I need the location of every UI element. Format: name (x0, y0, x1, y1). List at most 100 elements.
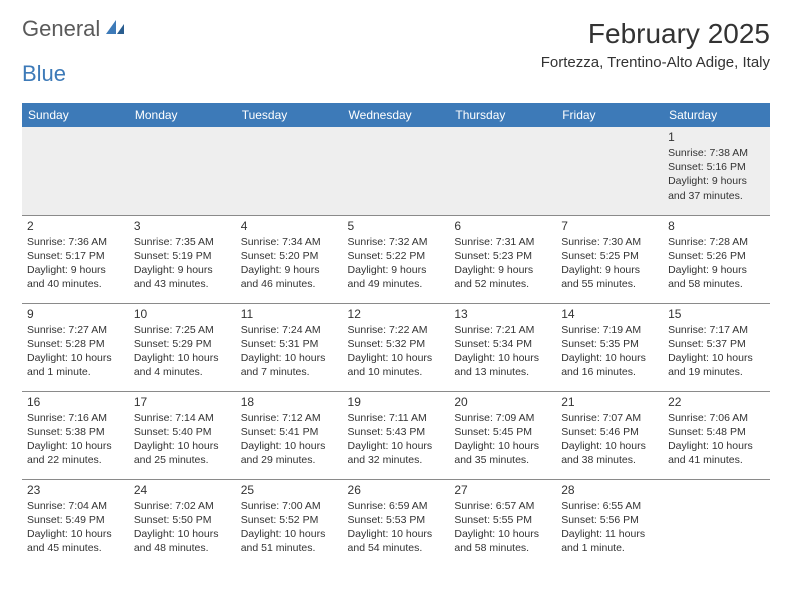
sunrise-line: Sunrise: 7:09 AM (454, 411, 551, 425)
daylight-line: Daylight: 10 hours and 51 minutes. (241, 527, 338, 555)
sunset-line: Sunset: 5:56 PM (561, 513, 658, 527)
day-info: Sunrise: 7:38 AMSunset: 5:16 PMDaylight:… (668, 146, 765, 203)
day-info: Sunrise: 7:14 AMSunset: 5:40 PMDaylight:… (134, 411, 231, 468)
sunset-line: Sunset: 5:35 PM (561, 337, 658, 351)
sunset-line: Sunset: 5:52 PM (241, 513, 338, 527)
sunset-line: Sunset: 5:41 PM (241, 425, 338, 439)
day-number: 7 (561, 219, 658, 233)
day-cell: 3Sunrise: 7:35 AMSunset: 5:19 PMDaylight… (129, 215, 236, 303)
sunset-line: Sunset: 5:22 PM (348, 249, 445, 263)
sunset-line: Sunset: 5:40 PM (134, 425, 231, 439)
daylight-line: Daylight: 10 hours and 58 minutes. (454, 527, 551, 555)
day-number: 16 (27, 395, 124, 409)
day-cell: 7 Sunrise: 7:30 AMSunset: 5:25 PMDaylight… (556, 215, 663, 303)
day-cell: 14 Sunrise: 7:19 AMSunset: 5:35 PMDayligh… (556, 303, 663, 391)
daylight-line: Daylight: 9 hours and 40 minutes. (27, 263, 124, 291)
sunset-line: Sunset: 5:32 PM (348, 337, 445, 351)
day-number: 10 (134, 307, 231, 321)
daylight-line: Daylight: 9 hours and 58 minutes. (668, 263, 765, 291)
day-number: 18 (241, 395, 338, 409)
sunrise-line: Sunrise: 7:21 AM (454, 323, 551, 337)
daylight-line: Daylight: 10 hours and 48 minutes. (134, 527, 231, 555)
day-number: 27 (454, 483, 551, 497)
day-number: 21 (561, 395, 658, 409)
day-number: 24 (134, 483, 231, 497)
day-number: 15 (668, 307, 765, 321)
sunset-line: Sunset: 5:50 PM (134, 513, 231, 527)
day-cell: 28 Sunrise: 6:55 AMSunset: 5:56 PMDayligh… (556, 479, 663, 567)
day-info: Sunrise: 7:30 AMSunset: 5:25 PMDaylight:… (561, 235, 658, 292)
day-cell (663, 479, 770, 567)
day-info: Sunrise: 7:04 AMSunset: 5:49 PMDaylight:… (27, 499, 124, 556)
sunrise-line: Sunrise: 6:55 AM (561, 499, 658, 513)
day-info: Sunrise: 7:12 AMSunset: 5:41 PMDaylight:… (241, 411, 338, 468)
day-number: 11 (241, 307, 338, 321)
daylight-line: Daylight: 10 hours and 32 minutes. (348, 439, 445, 467)
sunrise-line: Sunrise: 7:28 AM (668, 235, 765, 249)
day-info: Sunrise: 6:59 AMSunset: 5:53 PMDaylight:… (348, 499, 445, 556)
sunset-line: Sunset: 5:23 PM (454, 249, 551, 263)
daylight-line: Daylight: 11 hours and 1 minute. (561, 527, 658, 555)
sunrise-line: Sunrise: 7:30 AM (561, 235, 658, 249)
sunrise-line: Sunrise: 7:11 AM (348, 411, 445, 425)
day-cell: 2Sunrise: 7:36 AMSunset: 5:17 PMDaylight… (22, 215, 129, 303)
sunrise-line: Sunrise: 7:38 AM (668, 146, 765, 160)
day-info: Sunrise: 7:36 AMSunset: 5:17 PMDaylight:… (27, 235, 124, 292)
day-cell: 16 Sunrise: 7:16 AMSunset: 5:38 PMDayligh… (22, 391, 129, 479)
day-cell: 4Sunrise: 7:34 AMSunset: 5:20 PMDaylight… (236, 215, 343, 303)
day-info: Sunrise: 7:22 AMSunset: 5:32 PMDaylight:… (348, 323, 445, 380)
day-info: Sunrise: 7:34 AMSunset: 5:20 PMDaylight:… (241, 235, 338, 292)
day-number: 25 (241, 483, 338, 497)
sunset-line: Sunset: 5:43 PM (348, 425, 445, 439)
sunrise-line: Sunrise: 7:36 AM (27, 235, 124, 249)
daylight-line: Daylight: 9 hours and 37 minutes. (668, 174, 765, 202)
daylight-line: Daylight: 10 hours and 4 minutes. (134, 351, 231, 379)
day-cell: 18 Sunrise: 7:12 AMSunset: 5:41 PMDayligh… (236, 391, 343, 479)
brand-part1: General (22, 18, 100, 40)
day-number: 28 (561, 483, 658, 497)
month-title: February 2025 (541, 18, 770, 50)
day-info: Sunrise: 7:28 AMSunset: 5:26 PMDaylight:… (668, 235, 765, 292)
day-cell: 21Sunrise: 7:07 AMSunset: 5:46 PMDayligh… (556, 391, 663, 479)
day-number: 1 (668, 130, 765, 144)
daylight-line: Daylight: 10 hours and 35 minutes. (454, 439, 551, 467)
sunrise-line: Sunrise: 7:17 AM (668, 323, 765, 337)
sunrise-line: Sunrise: 7:02 AM (134, 499, 231, 513)
day-info: Sunrise: 7:16 AMSunset: 5:38 PMDaylight:… (27, 411, 124, 468)
day-number: 19 (348, 395, 445, 409)
sunset-line: Sunset: 5:37 PM (668, 337, 765, 351)
sunset-line: Sunset: 5:20 PM (241, 249, 338, 263)
day-number: 6 (454, 219, 551, 233)
day-cell: 22Sunrise: 7:06 AMSunset: 5:48 PMDayligh… (663, 391, 770, 479)
daylight-line: Daylight: 10 hours and 16 minutes. (561, 351, 658, 379)
day-number: 14 (561, 307, 658, 321)
day-header: Tuesday (236, 103, 343, 127)
sunset-line: Sunset: 5:45 PM (454, 425, 551, 439)
daylight-line: Daylight: 10 hours and 1 minute. (27, 351, 124, 379)
day-cell: 27Sunrise: 6:57 AMSunset: 5:55 PMDayligh… (449, 479, 556, 567)
day-number: 8 (668, 219, 765, 233)
calendar-table: SundayMondayTuesdayWednesdayThursdayFrid… (22, 103, 770, 567)
daylight-line: Daylight: 9 hours and 49 minutes. (348, 263, 445, 291)
day-header: Wednesday (343, 103, 450, 127)
sunset-line: Sunset: 5:49 PM (27, 513, 124, 527)
sunrise-line: Sunrise: 7:00 AM (241, 499, 338, 513)
day-cell (556, 127, 663, 215)
daylight-line: Daylight: 10 hours and 29 minutes. (241, 439, 338, 467)
day-cell: 23Sunrise: 7:04 AMSunset: 5:49 PMDayligh… (22, 479, 129, 567)
sunrise-line: Sunrise: 7:16 AM (27, 411, 124, 425)
day-cell (236, 127, 343, 215)
sunrise-line: Sunrise: 6:57 AM (454, 499, 551, 513)
sunset-line: Sunset: 5:31 PM (241, 337, 338, 351)
week-row: 16 Sunrise: 7:16 AMSunset: 5:38 PMDayligh… (22, 391, 770, 479)
day-header: Saturday (663, 103, 770, 127)
daylight-line: Daylight: 10 hours and 54 minutes. (348, 527, 445, 555)
daylight-line: Daylight: 10 hours and 7 minutes. (241, 351, 338, 379)
sunset-line: Sunset: 5:46 PM (561, 425, 658, 439)
day-header-row: SundayMondayTuesdayWednesdayThursdayFrid… (22, 103, 770, 127)
sunrise-line: Sunrise: 7:19 AM (561, 323, 658, 337)
sunset-line: Sunset: 5:17 PM (27, 249, 124, 263)
day-cell: 20Sunrise: 7:09 AMSunset: 5:45 PMDayligh… (449, 391, 556, 479)
day-number: 9 (27, 307, 124, 321)
day-cell: 17Sunrise: 7:14 AMSunset: 5:40 PMDayligh… (129, 391, 236, 479)
